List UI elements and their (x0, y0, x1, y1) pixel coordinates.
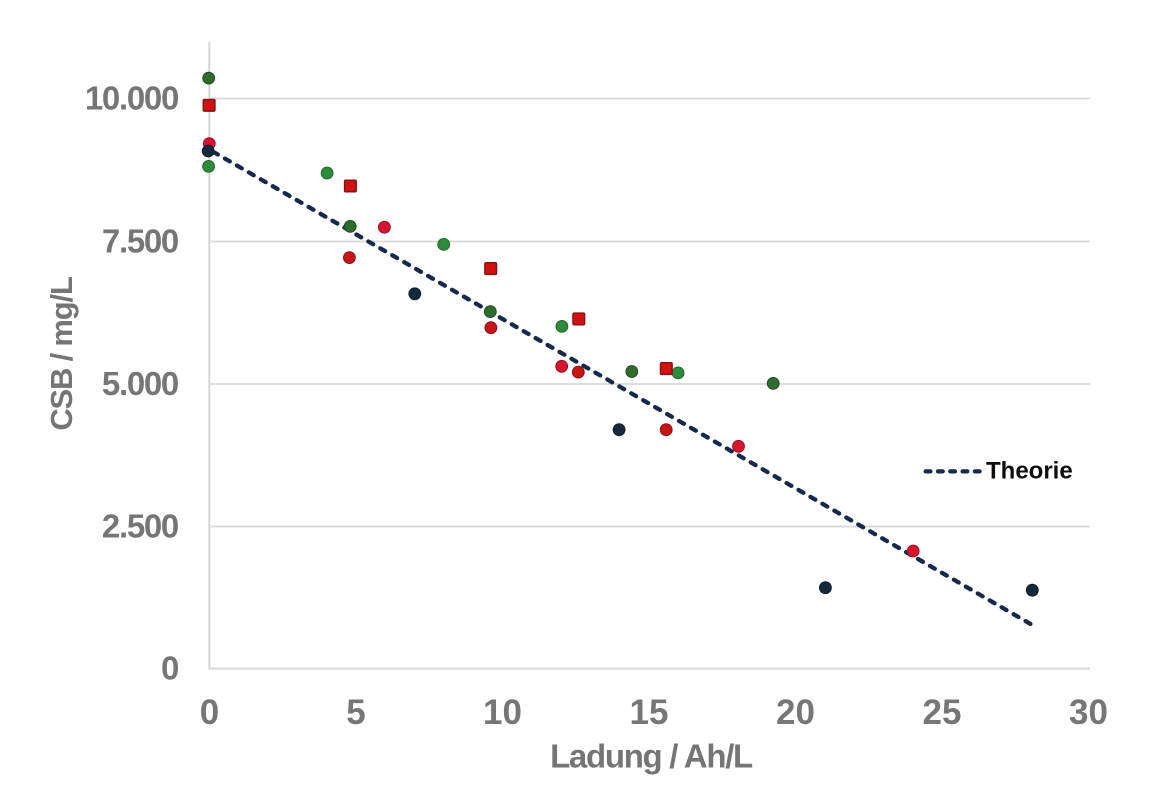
svg-text:0: 0 (161, 650, 178, 687)
svg-text:Ladung / Ah/L: Ladung / Ah/L (550, 738, 753, 775)
svg-text:30: 30 (1069, 693, 1108, 732)
svg-text:20: 20 (776, 693, 815, 732)
svg-text:5: 5 (346, 693, 365, 732)
svg-text:10.000: 10.000 (85, 80, 178, 117)
svg-text:7.500: 7.500 (102, 223, 178, 260)
svg-text:5.000: 5.000 (102, 365, 178, 402)
svg-text:25: 25 (923, 693, 962, 732)
svg-text:CSB / mg/L: CSB / mg/L (44, 277, 79, 431)
svg-text:Theorie: Theorie (986, 458, 1073, 485)
svg-text:15: 15 (630, 693, 669, 732)
svg-text:0: 0 (200, 693, 219, 732)
svg-text:2.500: 2.500 (102, 508, 178, 545)
svg-text:10: 10 (483, 693, 522, 732)
